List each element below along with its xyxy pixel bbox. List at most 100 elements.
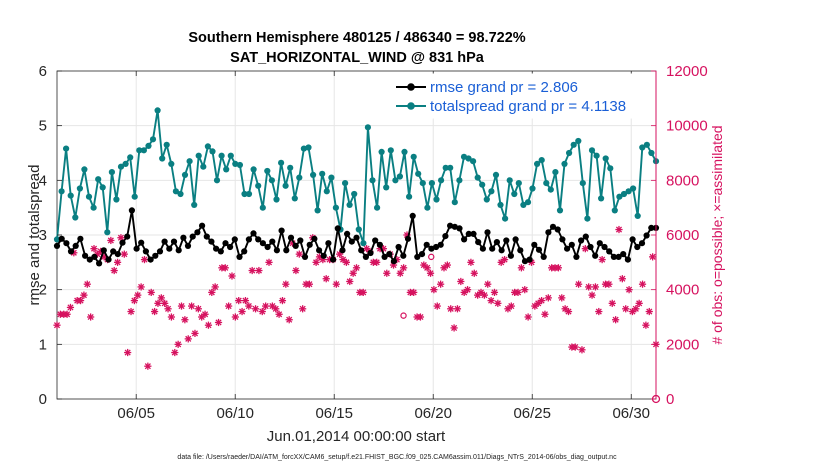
totalspread-point <box>76 185 83 192</box>
rmse-point <box>409 212 416 219</box>
obs-marker-stroke <box>80 292 87 299</box>
totalspread-point <box>200 163 207 170</box>
obs-marker-stroke <box>77 297 84 304</box>
obs-marker-stroke <box>289 240 296 247</box>
y-tick-label-left: 0 <box>39 391 47 408</box>
rmse-point <box>372 237 379 244</box>
obs-assimilated-marker <box>238 307 246 316</box>
legend-box <box>389 73 653 119</box>
obs-marker-stroke <box>276 311 283 318</box>
rmse-point <box>91 253 98 260</box>
obs-marker-stroke <box>67 304 74 311</box>
obs-assimilated-marker <box>494 299 502 307</box>
totalspread-point <box>342 180 349 187</box>
totalspread-point <box>534 160 541 167</box>
obs-marker-stroke <box>595 308 602 315</box>
obs-marker-stroke <box>232 313 239 321</box>
obs-marker-stroke <box>514 289 522 296</box>
obs-marker-stroke <box>437 281 444 288</box>
obs-marker-stroke <box>64 311 71 318</box>
obs-assimilated-marker <box>147 288 155 296</box>
obs-assimilated-marker <box>127 307 135 316</box>
totalspread-point <box>602 155 609 162</box>
obs-marker-stroke <box>333 281 340 288</box>
obs-marker-stroke <box>235 297 242 304</box>
totalspread-point <box>58 188 65 195</box>
totalspread-point <box>140 147 147 154</box>
totalspread-point <box>529 185 536 192</box>
rmse-point <box>390 258 397 265</box>
totalspread-point <box>186 158 193 165</box>
obs-marker-stroke <box>481 292 488 299</box>
obs-marker-stroke <box>269 303 276 310</box>
totalspread-point <box>383 184 390 191</box>
obs-assimilated-marker <box>544 294 552 302</box>
rmse-point <box>194 229 201 236</box>
obs-assimilated-marker <box>635 299 643 307</box>
obs-assimilated-marker <box>211 283 219 291</box>
legend-spread-label: totalspread grand pr = 4.1138 <box>430 98 626 115</box>
rmse-point <box>156 248 164 255</box>
rmse-point <box>362 253 369 260</box>
rmse-point <box>306 241 313 248</box>
totalspread-point <box>607 165 614 172</box>
totalspread-point <box>438 177 445 184</box>
obs-marker-stroke <box>451 324 458 331</box>
obs-marker-stroke <box>585 283 592 290</box>
y-tick-label-right: 4000 <box>666 282 699 299</box>
totalspread-point <box>351 190 358 198</box>
obs-assimilated-marker <box>349 269 357 277</box>
obs-assimilated-marker <box>453 305 462 313</box>
obs-marker-stroke <box>521 286 528 293</box>
obs-marker-stroke <box>612 316 619 323</box>
obs-marker-stroke <box>87 313 94 321</box>
rmse-point <box>245 236 252 243</box>
obs-assimilated-marker <box>231 313 239 321</box>
obs-assimilated-marker <box>265 258 273 266</box>
rmse-point <box>105 256 112 263</box>
obs-marker-stroke <box>242 297 249 304</box>
obs-marker-stroke <box>175 341 182 348</box>
obs-marker-stroke <box>646 308 653 315</box>
y-tick-label-right: 12000 <box>666 63 708 80</box>
y-tick-label-left: 5 <box>39 118 47 135</box>
obs-assimilated-marker <box>430 286 438 294</box>
obs-assimilated-marker <box>645 307 653 316</box>
rmse-point <box>517 247 524 254</box>
obs-marker-stroke <box>636 300 643 307</box>
obs-assimilated-marker <box>605 280 613 288</box>
obs-assimilated-marker <box>305 280 313 288</box>
x-tick-label: 06/15 <box>315 405 353 422</box>
rmse-point <box>404 235 412 242</box>
totalspread-point <box>67 192 74 199</box>
totalspread-point <box>396 173 403 180</box>
totalspread-point <box>95 176 102 183</box>
rmse-point <box>222 240 229 247</box>
obs-assimilated-marker <box>167 313 176 321</box>
x-tick-label: 06/25 <box>513 405 551 422</box>
obs-assimilated-marker <box>480 291 488 299</box>
obs-assimilated-marker <box>437 280 445 288</box>
rmse-point <box>395 243 402 251</box>
obs-marker-stroke <box>578 346 586 353</box>
totalspread-point <box>323 188 330 195</box>
rmse-point <box>166 245 173 252</box>
obs-marker-stroke <box>424 264 431 271</box>
obs-marker-stroke <box>649 253 656 260</box>
obs-marker-stroke <box>484 281 491 288</box>
obs-marker-stroke <box>134 292 141 299</box>
obs-assimilated-marker <box>352 264 361 272</box>
obs-assimilated-marker <box>591 283 600 291</box>
rmse-point <box>348 238 355 245</box>
obs-marker-stroke <box>124 349 131 356</box>
obs-marker-stroke <box>626 286 633 293</box>
rmse-point <box>648 224 655 231</box>
obs-assimilated-marker <box>251 305 260 313</box>
totalspread-point <box>406 193 413 200</box>
obs-assimilated-marker <box>487 297 495 305</box>
totalspread-point <box>611 207 618 214</box>
obs-marker-stroke <box>582 245 589 252</box>
totalspread-point <box>625 188 632 195</box>
obs-assimilated-marker <box>400 264 408 272</box>
obs-marker-stroke <box>296 251 303 258</box>
